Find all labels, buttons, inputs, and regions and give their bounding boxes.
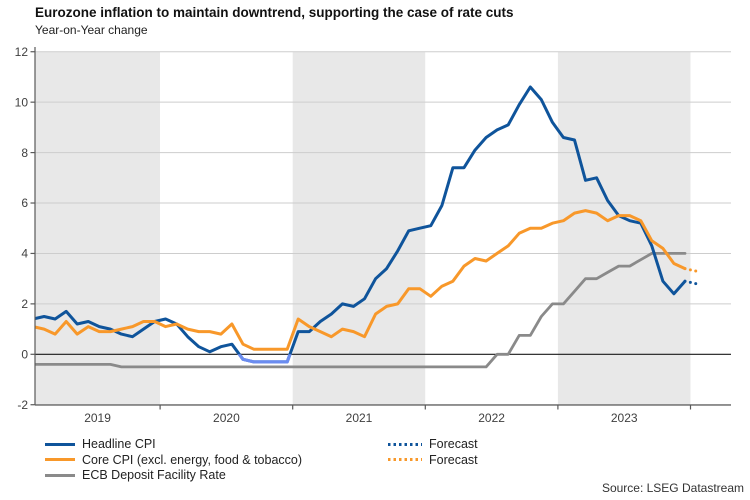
x-year-label-2019: 2019 bbox=[84, 411, 111, 425]
x-year-label-2023: 2023 bbox=[611, 411, 638, 425]
series-ecb-deposit-facility-rate bbox=[35, 251, 687, 369]
legend-label-core-cpi: Core CPI (excl. energy, food & tobacco) bbox=[82, 452, 303, 467]
y-tick-label-12: 12 bbox=[15, 45, 29, 59]
forecast-headline-dotted-swatch bbox=[388, 442, 422, 446]
source-attribution: Source: LSEG Datastream bbox=[601, 481, 744, 495]
legend-label-forecast-headline: Forecast bbox=[429, 437, 478, 451]
series-headline-cpi bbox=[35, 85, 687, 364]
y-tick-label-8: 8 bbox=[21, 146, 28, 160]
forecast-headline bbox=[683, 279, 698, 286]
year-band-2024 bbox=[690, 51, 731, 405]
forecast-core bbox=[683, 267, 698, 273]
x-year-label-2021: 2021 bbox=[346, 411, 373, 425]
series-core-cpi bbox=[35, 209, 687, 351]
y-tick-label-2: 2 bbox=[21, 297, 28, 311]
x-year-label-2020: 2020 bbox=[213, 411, 240, 425]
year-band-2023 bbox=[557, 51, 691, 405]
legend-item-core-cpi: Core CPI (excl. energy, food & tobacco) bbox=[45, 453, 302, 467]
legend-item-headline-cpi: Headline CPI bbox=[45, 437, 156, 451]
y-tick-label-10: 10 bbox=[15, 95, 29, 109]
core-cpi-line-swatch bbox=[45, 458, 75, 461]
chart-subtitle: Year-on-Year change bbox=[35, 23, 148, 37]
y-tick-label--2: -2 bbox=[17, 398, 28, 412]
legend-item-forecast-core: Forecast bbox=[388, 453, 478, 467]
legend-label-ecb-rate: ECB Deposit Facility Rate bbox=[82, 468, 226, 482]
y-tick-label-4: 4 bbox=[21, 247, 28, 261]
year-band-2021 bbox=[292, 51, 426, 405]
inflation-chart: -2 0 2 4 6 8 10 12 2019 2020 2021 2022 2023 bbox=[15, 45, 731, 425]
y-tick-label-6: 6 bbox=[21, 196, 28, 210]
legend-item-forecast-headline: Forecast bbox=[388, 437, 478, 451]
ecb-rate-line-swatch bbox=[45, 473, 75, 477]
y-tick-label-0: 0 bbox=[21, 348, 28, 362]
legend-item-ecb-rate: ECB Deposit Facility Rate bbox=[45, 468, 226, 482]
series-group bbox=[35, 85, 698, 369]
chart-title: Eurozone inflation to maintain downtrend… bbox=[35, 5, 514, 20]
year-band-2020 bbox=[160, 51, 293, 405]
x-year-label-2022: 2022 bbox=[478, 411, 505, 425]
year-band-2019 bbox=[35, 51, 161, 405]
headline-cpi-line-swatch bbox=[45, 442, 75, 446]
forecast-core-dotted-swatch bbox=[388, 458, 422, 461]
legend-label-headline-cpi: Headline CPI bbox=[82, 437, 156, 451]
legend-label-forecast-core: Forecast bbox=[429, 452, 478, 467]
